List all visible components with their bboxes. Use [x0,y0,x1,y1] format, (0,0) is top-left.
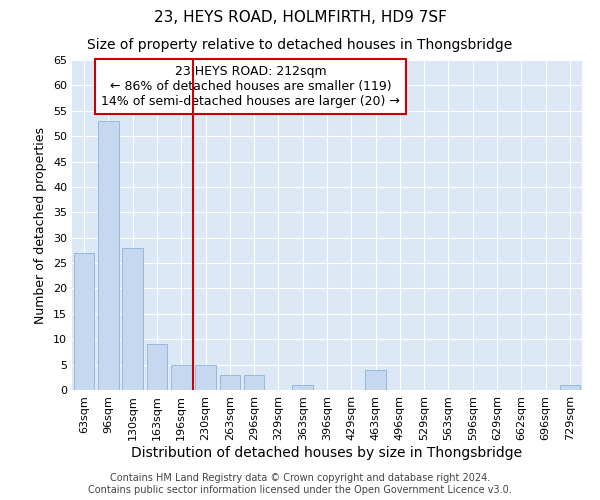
Bar [98,121,119,390]
Bar [365,370,386,390]
Bar [171,364,191,390]
Text: Size of property relative to detached houses in Thongsbridge: Size of property relative to detached ho… [88,38,512,52]
Text: 23 HEYS ROAD: 212sqm
← 86% of detached houses are smaller (119)
14% of semi-deta: 23 HEYS ROAD: 212sqm ← 86% of detached h… [101,65,400,108]
Text: 23, HEYS ROAD, HOLMFIRTH, HD9 7SF: 23, HEYS ROAD, HOLMFIRTH, HD9 7SF [154,10,446,25]
Bar [292,385,313,390]
Bar [195,364,216,390]
X-axis label: Distribution of detached houses by size in Thongsbridge: Distribution of detached houses by size … [131,446,523,460]
Bar [146,344,167,390]
Bar [220,375,240,390]
Bar [122,248,143,390]
Bar [244,375,265,390]
Bar [74,253,94,390]
Text: Contains HM Land Registry data © Crown copyright and database right 2024.
Contai: Contains HM Land Registry data © Crown c… [88,474,512,495]
Bar [560,385,580,390]
Y-axis label: Number of detached properties: Number of detached properties [34,126,47,324]
